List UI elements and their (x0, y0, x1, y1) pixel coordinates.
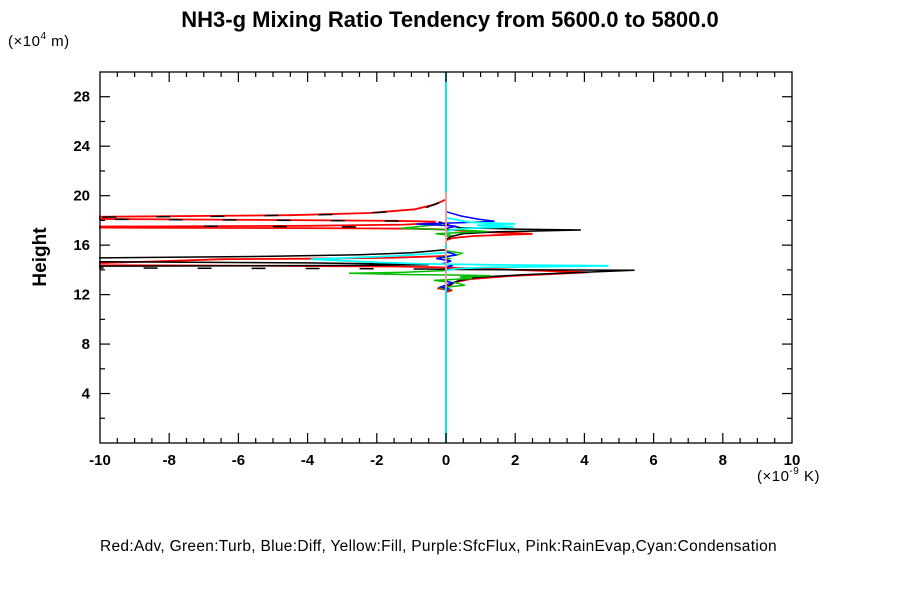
x-tick-label: 10 (784, 452, 801, 469)
x-tick-label: 0 (442, 452, 450, 469)
x-tick-label: -2 (370, 452, 383, 469)
y-tick-label: 24 (73, 138, 90, 155)
x-unit-suffix: K) (799, 468, 820, 485)
y-unit-suffix: m) (46, 33, 70, 50)
y-tick-label: 8 (82, 336, 90, 353)
series-total (203, 225, 377, 228)
y-tick-label: 28 (73, 89, 90, 106)
x-unit-exponent: -9 (789, 466, 800, 477)
legend-text: Red:Adv, Green:Turb, Blue:Diff, Yellow:F… (100, 538, 777, 555)
x-tick-label: -6 (232, 452, 245, 469)
series-total (99, 267, 426, 270)
x-tick-label: 4 (580, 452, 589, 469)
series-total (99, 201, 440, 223)
series-diff (416, 210, 495, 230)
x-tick-label: -8 (163, 452, 176, 469)
series-turb (400, 222, 488, 238)
y-tick-label: 20 (73, 188, 90, 205)
x-tick-label: 6 (649, 452, 657, 469)
x-tick-label: -4 (301, 452, 315, 469)
y-axis-unit-label: (×104 m) (8, 31, 70, 50)
y-tick-label: 16 (73, 237, 90, 254)
series-lines (99, 72, 635, 443)
y-tick-label: 12 (73, 287, 90, 304)
series-condensation (311, 72, 609, 443)
series-diff (436, 251, 457, 292)
chart-title: NH3-g Mixing Ratio Tendency from 5600.0 … (181, 7, 719, 32)
series-total (99, 249, 447, 259)
series-total (425, 268, 635, 443)
x-axis-unit-label: (×10-9 K) (640, 466, 820, 485)
x-tick-label: 2 (511, 452, 519, 469)
y-unit-exponent: 4 (40, 31, 47, 42)
x-tick-label: 8 (719, 452, 727, 469)
x-unit-prefix: (×10 (756, 468, 790, 485)
x-tick-label: -10 (89, 452, 111, 469)
y-tick-label: 4 (82, 386, 91, 403)
axes (99, 71, 793, 444)
y-unit-prefix: (×10 (8, 33, 41, 50)
